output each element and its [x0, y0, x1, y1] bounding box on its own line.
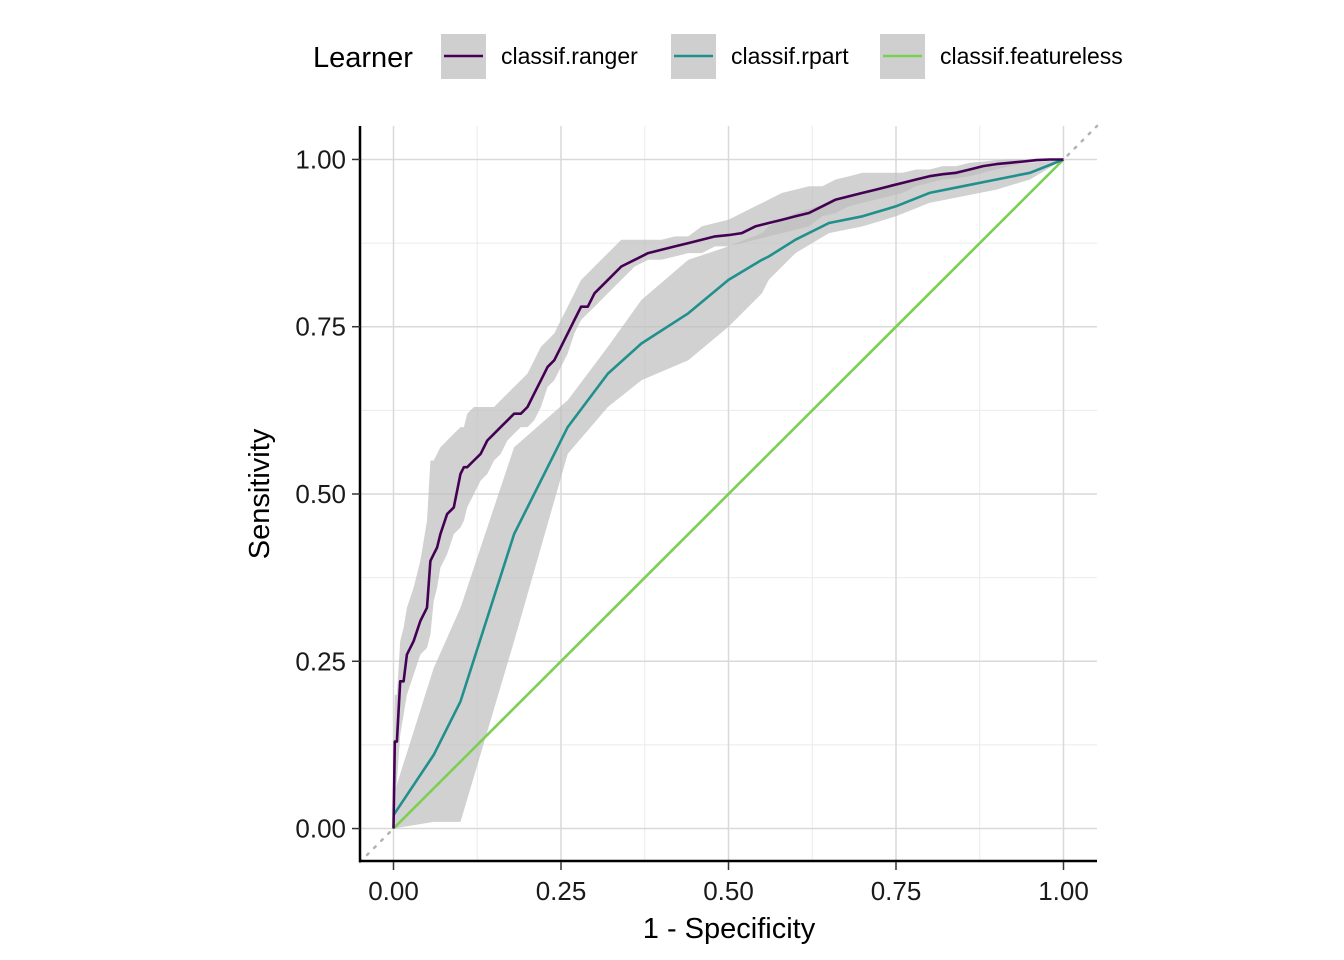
y-axis-ticks: 0.00 0.25 0.50 0.75 1.00 — [295, 144, 360, 844]
x-axis-title: 1 - Specificity — [643, 913, 816, 945]
legend-entry-rpart: classif.rpart — [671, 34, 849, 79]
y-tick-label: 0.25 — [295, 646, 346, 676]
y-axis-title: Sensitivity — [244, 428, 276, 559]
legend-label-rpart: classif.rpart — [731, 43, 849, 69]
ribbon-classif-ranger — [393, 159, 1064, 829]
legend-entry-ranger: classif.ranger — [441, 34, 638, 79]
legend-title: Learner — [313, 42, 413, 74]
x-tick-label: 0.25 — [536, 876, 587, 906]
x-tick-label: 1.00 — [1038, 876, 1089, 906]
series-line-classif-featureless — [392, 158, 1065, 830]
y-tick-label: 0.00 — [295, 814, 346, 844]
y-tick-label: 1.00 — [295, 144, 346, 174]
x-tick-label: 0.75 — [871, 876, 922, 906]
y-tick-label: 0.75 — [295, 312, 346, 342]
x-tick-label: 0.00 — [368, 876, 419, 906]
x-axis-ticks: 0.00 0.25 0.50 0.75 1.00 — [368, 862, 1089, 906]
legend-entry-featureless: classif.featureless — [880, 34, 1123, 79]
x-tick-label: 0.50 — [703, 876, 754, 906]
y-tick-label: 0.50 — [295, 479, 346, 509]
plot-panel: 0.00 0.25 0.50 0.75 1.00 0.00 0.25 0.50 0.75 1.0… — [295, 124, 1099, 906]
series-lines — [392, 158, 1065, 830]
legend-label-featureless: classif.featureless — [940, 43, 1123, 69]
legend: Learner classif.ranger classif.rpart cla… — [313, 34, 1123, 79]
series-line-classif-rpart — [392, 158, 1064, 816]
series-line-classif-ranger — [392, 158, 1064, 829]
legend-label-ranger: classif.ranger — [501, 43, 638, 69]
